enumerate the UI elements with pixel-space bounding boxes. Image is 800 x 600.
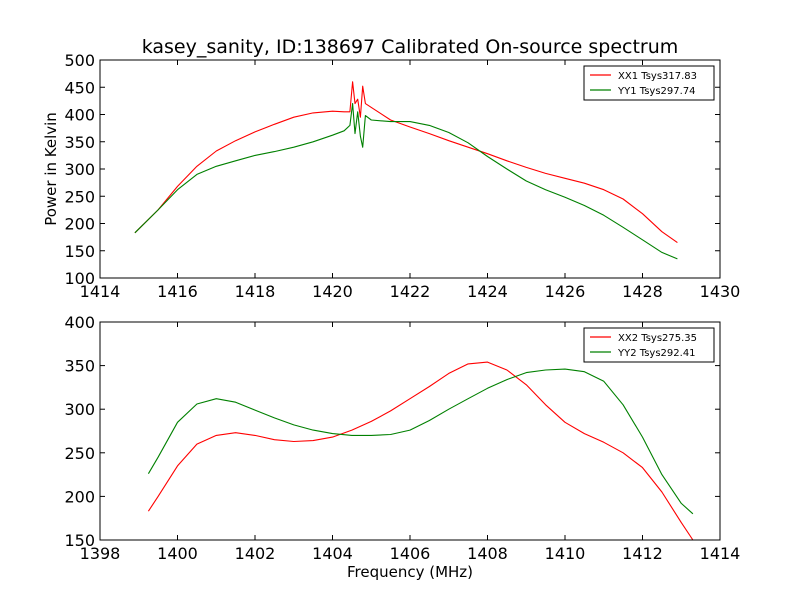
bottom-x-tick-label: 1402 xyxy=(235,544,276,563)
bottom-series-line-2 xyxy=(147,368,694,515)
bottom-x-axis-label: Frequency (MHz) xyxy=(347,563,473,581)
bottom-legend: XX2 Tsys275.35 YY2 Tsys292.41 xyxy=(583,327,715,363)
bottom-x-tick-label: 1410 xyxy=(545,544,586,563)
top-series-line-2 xyxy=(134,103,678,260)
top-x-tick-label: 1420 xyxy=(312,282,353,301)
bottom-subplot: 1398 1400 1402 1404 1406 1408 1410 1412 1414 150 2… xyxy=(64,313,740,581)
top-legend-box xyxy=(583,65,715,101)
top-y-tick-label: 100 xyxy=(64,269,95,288)
top-y-tick-label: 250 xyxy=(64,187,95,206)
top-y-tick-label: 350 xyxy=(64,133,95,152)
bottom-y-tick-label: 300 xyxy=(64,400,95,419)
top-y-tick-label: 450 xyxy=(64,78,95,97)
top-x-tick-label: 1422 xyxy=(390,282,431,301)
bottom-x-tick-label: 1406 xyxy=(390,544,431,563)
bottom-legend-label-1: XX2 Tsys275.35 xyxy=(618,333,697,344)
bottom-series-line-1 xyxy=(147,361,694,541)
bottom-y-tick-label: 250 xyxy=(64,444,95,463)
top-y-tick-label: 200 xyxy=(64,215,95,234)
bottom-x-tick-label: 1404 xyxy=(312,544,353,563)
chart-title: kasey_sanity, ID:138697 Calibrated On-so… xyxy=(142,36,679,58)
top-x-tick-label: 1426 xyxy=(545,282,586,301)
top-x-tick-label: 1418 xyxy=(235,282,276,301)
top-y-tick-label: 500 xyxy=(64,51,95,70)
bottom-x-tick-label: 1398 xyxy=(80,544,121,563)
bottom-x-tick-label: 1412 xyxy=(622,544,663,563)
top-y-tick-label: 150 xyxy=(64,242,95,261)
bottom-x-tick-label: 1408 xyxy=(467,544,508,563)
top-y-axis-label: Power in Kelvin xyxy=(42,112,60,226)
bottom-y-tick-label: 200 xyxy=(64,487,95,506)
bottom-y-tick-label: 150 xyxy=(64,531,95,550)
top-x-tick-label: 1414 xyxy=(80,282,121,301)
bottom-x-tick-label: 1400 xyxy=(157,544,198,563)
top-legend: XX1 Tsys317.83 YY1 Tsys297.74 xyxy=(583,65,715,101)
top-x-tick-label: 1430 xyxy=(700,282,741,301)
top-legend-label-2: YY1 Tsys297.74 xyxy=(617,86,696,97)
top-series-line-1 xyxy=(134,81,678,244)
top-x-tick-label: 1416 xyxy=(157,282,198,301)
top-y-tick-label: 400 xyxy=(64,106,95,125)
bottom-legend-label-2: YY2 Tsys292.41 xyxy=(617,348,696,359)
bottom-legend-box xyxy=(583,327,715,363)
top-x-tick-label: 1428 xyxy=(622,282,663,301)
bottom-x-tick-label: 1414 xyxy=(700,544,741,563)
top-y-tick-label: 300 xyxy=(64,160,95,179)
bottom-y-tick-label: 400 xyxy=(64,313,95,332)
bottom-y-tick-label: 350 xyxy=(64,357,95,376)
top-legend-label-1: XX1 Tsys317.83 xyxy=(618,71,697,82)
top-x-tick-label: 1424 xyxy=(467,282,508,301)
top-subplot: 1414 1416 1418 1420 1422 1424 1426 1428 1430 100 1… xyxy=(42,51,740,301)
